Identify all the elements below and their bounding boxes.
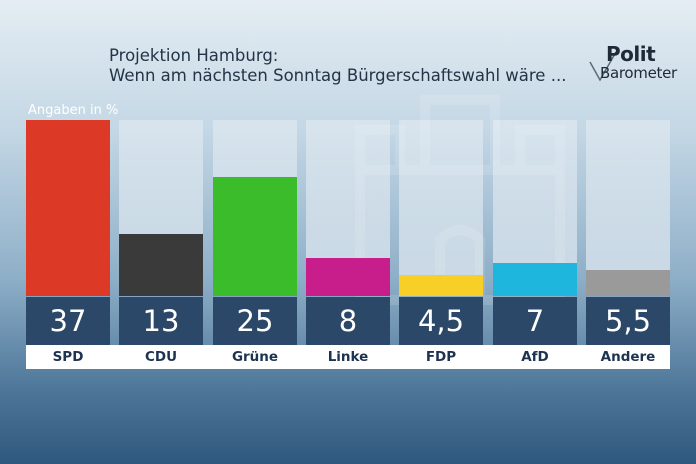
bar-andere bbox=[586, 269, 670, 296]
data-label: 25 bbox=[213, 297, 297, 345]
chart-title-line-2: Wenn am nächsten Sonntag Bürgerschaftswa… bbox=[109, 66, 567, 85]
category-label: FDP bbox=[425, 349, 457, 365]
bar-chart: 37 SPD 13 CDU 25 Grüne 8 Linke 4,5 FDP 7 AfD 5,5 Ande… bbox=[26, 120, 670, 370]
bar-linke bbox=[306, 257, 390, 296]
category-label: Grüne bbox=[231, 349, 279, 365]
data-label: 4,5 bbox=[399, 297, 483, 345]
bar-fdp bbox=[399, 274, 483, 296]
bar-cdu bbox=[119, 234, 203, 296]
bar-spd bbox=[26, 120, 110, 296]
bar-grüne bbox=[213, 177, 297, 296]
data-label: 37 bbox=[26, 297, 110, 345]
category-label-strip bbox=[26, 345, 670, 369]
chart-title-line-1: Projektion Hamburg: bbox=[109, 46, 279, 65]
data-label: 7 bbox=[493, 297, 577, 345]
chart-header: Projektion Hamburg: Wenn am nächsten Son… bbox=[109, 46, 566, 86]
category-label: Linke bbox=[327, 349, 369, 365]
column-background bbox=[399, 120, 483, 296]
category-label: CDU bbox=[144, 349, 178, 365]
bar-afd bbox=[493, 262, 577, 296]
column-background bbox=[586, 120, 670, 296]
data-label: 8 bbox=[306, 297, 390, 345]
data-label: 5,5 bbox=[586, 297, 670, 345]
y-axis-label: Angaben in % bbox=[28, 103, 119, 118]
data-label: 13 bbox=[119, 297, 203, 345]
category-label: SPD bbox=[52, 349, 84, 365]
category-label: Andere bbox=[600, 349, 656, 365]
politbarometer-logo: Polit Barometer bbox=[588, 42, 688, 88]
logo-word-polit: Polit bbox=[606, 42, 656, 66]
category-label: AfD bbox=[521, 349, 549, 365]
check-mark-icon bbox=[589, 51, 617, 82]
logo-word-barometer: Barometer bbox=[600, 64, 677, 82]
